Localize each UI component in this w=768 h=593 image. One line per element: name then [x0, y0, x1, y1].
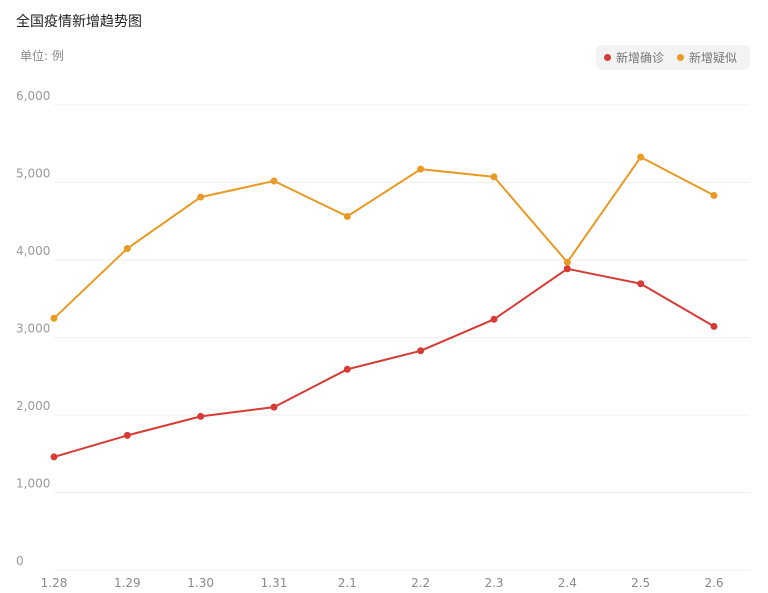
data-point[interactable] — [637, 280, 645, 288]
x-tick-label: 2.2 — [411, 576, 430, 590]
data-point[interactable] — [123, 245, 131, 253]
y-axis: 0 1,000 2,000 3,000 4,000 5,000 6,000 — [16, 89, 50, 568]
series-suspected — [50, 153, 718, 322]
data-point[interactable] — [417, 165, 425, 173]
data-point[interactable] — [123, 431, 131, 439]
data-point[interactable] — [197, 412, 205, 420]
unit-label: 单位: 例 — [20, 49, 64, 63]
legend-label-confirmed: 新增确诊 — [616, 51, 665, 65]
legend-marker-suspected — [677, 54, 685, 61]
y-tick-label: 5,000 — [16, 167, 50, 181]
legend-label-suspected: 新增疑似 — [689, 51, 738, 65]
series-confirmed — [50, 265, 718, 461]
data-point[interactable] — [710, 322, 718, 330]
y-tick-label: 1,000 — [16, 477, 50, 491]
legend-item-confirmed[interactable]: 新增确诊 — [604, 49, 664, 66]
x-tick-label: 2.6 — [704, 576, 723, 590]
x-axis: 1.28 1.29 1.30 1.31 2.1 2.2 2.3 2.4 2.5 2.6 — [41, 576, 724, 590]
y-tick-label: 6,000 — [16, 89, 50, 103]
data-point[interactable] — [490, 315, 498, 323]
series-line — [53, 156, 715, 320]
x-tick-label: 1.31 — [261, 576, 288, 590]
data-point[interactable] — [343, 212, 351, 220]
series-line — [53, 267, 715, 458]
x-tick-label: 2.1 — [338, 576, 357, 590]
data-point[interactable] — [197, 193, 205, 201]
data-point[interactable] — [637, 153, 645, 161]
y-tick-label: 3,000 — [16, 322, 50, 336]
data-point[interactable] — [50, 314, 58, 322]
legend-item-suspected[interactable]: 新增疑似 — [677, 49, 737, 66]
x-tick-label: 1.29 — [114, 576, 141, 590]
data-point[interactable] — [50, 453, 58, 461]
data-point[interactable] — [490, 173, 498, 181]
data-point[interactable] — [343, 365, 351, 373]
chart-legend: 新增确诊 新增疑似 — [596, 45, 750, 70]
x-tick-label: 2.4 — [558, 576, 577, 590]
y-tick-label: 4,000 — [16, 244, 50, 258]
grid-lines — [54, 104, 750, 571]
x-tick-label: 1.30 — [187, 576, 214, 590]
data-point[interactable] — [417, 347, 425, 355]
legend-marker-confirmed — [604, 54, 611, 61]
chart-title: 全国疫情新增趋势图 — [16, 14, 142, 30]
data-point[interactable] — [270, 403, 278, 411]
data-point[interactable] — [270, 177, 278, 185]
y-tick-label: 2,000 — [16, 399, 50, 413]
series-group — [50, 153, 718, 461]
data-point[interactable] — [710, 191, 718, 199]
data-point[interactable] — [563, 265, 571, 273]
data-point[interactable] — [563, 258, 571, 266]
y-tick-label: 0 — [16, 554, 24, 568]
x-tick-label: 1.28 — [41, 576, 68, 590]
x-tick-label: 2.3 — [484, 576, 503, 590]
x-tick-label: 2.5 — [631, 576, 650, 590]
